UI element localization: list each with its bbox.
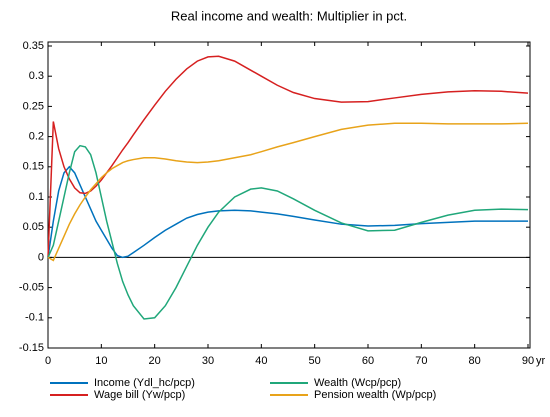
y-tick-label: 0.05 bbox=[23, 221, 44, 233]
x-tick-label: 50 bbox=[309, 355, 321, 367]
y-tick-label: -0.15 bbox=[19, 342, 44, 354]
y-tick-label: -0.1 bbox=[25, 312, 44, 324]
chart-title: Real income and wealth: Multiplier in pc… bbox=[171, 8, 407, 23]
y-tick-label: 0.1 bbox=[29, 191, 44, 203]
y-tick-label: 0.2 bbox=[29, 131, 44, 143]
series-line bbox=[47, 122, 529, 262]
plot-frame bbox=[47, 41, 531, 349]
x-tick-label: 0 bbox=[45, 355, 51, 367]
y-tick-label: 0.3 bbox=[29, 70, 44, 82]
x-tick-label: 20 bbox=[149, 355, 161, 367]
y-tick-label: 0.35 bbox=[23, 40, 44, 52]
legend-label: Income (Ydl_hc/pcp) bbox=[94, 377, 195, 389]
x-tick-label: 30 bbox=[202, 355, 214, 367]
y-tick-label: 0.25 bbox=[23, 100, 44, 112]
x-axis-label: yr bbox=[536, 355, 546, 367]
x-tick-label: 10 bbox=[95, 355, 107, 367]
x-tick-label: 90 bbox=[522, 355, 534, 367]
y-tick-label: 0 bbox=[38, 251, 44, 263]
x-tick-label: 70 bbox=[415, 355, 427, 367]
legend-label: Pension wealth (Wp/pcp) bbox=[314, 389, 436, 401]
x-tick-label: 80 bbox=[469, 355, 481, 367]
x-tick-label: 60 bbox=[362, 355, 374, 367]
series-line bbox=[47, 165, 528, 259]
y-tick-label: 0.15 bbox=[23, 161, 44, 173]
legend-label: Wealth (Wcp/pcp) bbox=[314, 377, 401, 389]
series-line bbox=[47, 144, 529, 320]
series-line bbox=[47, 55, 529, 258]
y-tick-label: -0.05 bbox=[19, 282, 44, 294]
x-tick-label: 40 bbox=[255, 355, 267, 367]
legend-label: Wage bill (Yw/pcp) bbox=[94, 389, 185, 401]
